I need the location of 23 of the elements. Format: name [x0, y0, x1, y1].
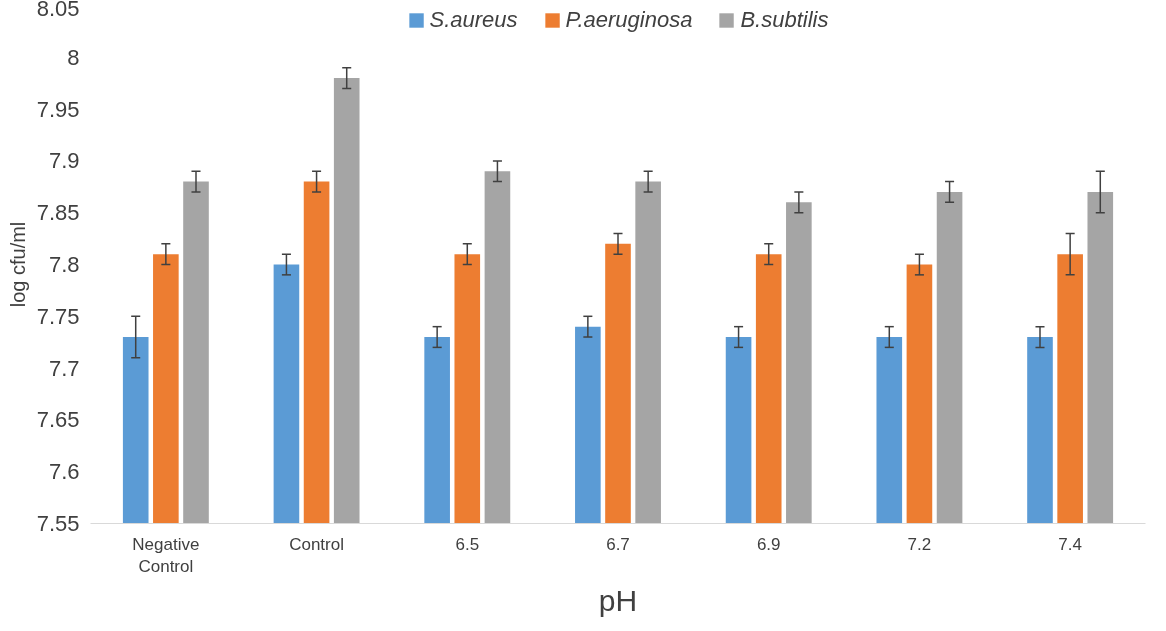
legend-label: P.aeruginosa — [565, 7, 693, 33]
x-tick-label: 7.2 — [907, 534, 932, 554]
y-tick-label: 7.95 — [36, 96, 80, 122]
y-tick-label: 7.55 — [36, 511, 80, 536]
x-tick-label: 6.5 — [455, 534, 480, 554]
y-tick-label: 7.6 — [48, 459, 80, 485]
x-axis-title: pH — [598, 584, 638, 618]
legend-label: B.subtilis — [740, 7, 829, 33]
y-tick-label: 7.65 — [36, 407, 80, 433]
legend-label: S.aureus — [429, 7, 518, 33]
y-tick-label: 8 — [67, 44, 80, 70]
x-tick-label: 7.4 — [1058, 534, 1082, 554]
y-tick-label: 7.85 — [36, 200, 80, 226]
y-tick-label: 7.7 — [48, 355, 80, 381]
x-tick-label: 6.9 — [756, 534, 781, 554]
y-tick-label: 7.8 — [48, 252, 80, 277]
y-tick-label: 7.75 — [36, 303, 80, 329]
x-tick-label: 6.7 — [606, 534, 630, 554]
y-tick-label: 8.05 — [36, 0, 80, 21]
x-tick-label: Control — [289, 534, 344, 554]
y-axis-title: log cfu/ml — [6, 221, 29, 308]
y-tick-label: 7.9 — [48, 148, 80, 174]
x-tick-label: Negative Control — [132, 534, 200, 577]
